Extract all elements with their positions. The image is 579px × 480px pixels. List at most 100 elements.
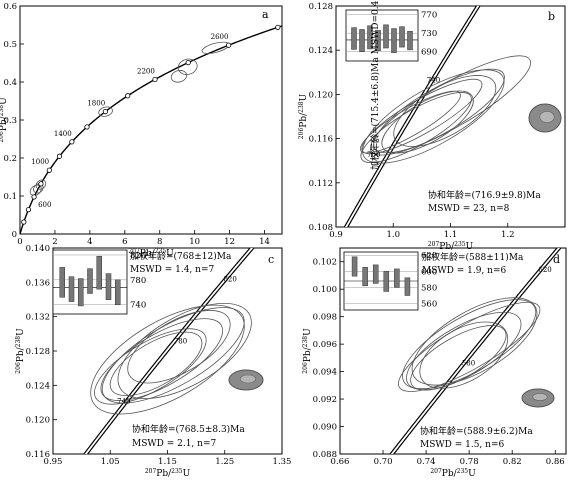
x-tick-label: 0.86	[546, 457, 565, 467]
error-ellipse	[100, 318, 224, 401]
inset-bar	[87, 268, 93, 294]
concordia-age-annotation: MSWD = 1.5, n=6	[420, 440, 504, 450]
y-axis-label-part: Pb/	[16, 346, 26, 362]
panel-a: 0 2 4 6 8 10 12 1400.10.20.30.40.50.6207Pb/235U…	[0, 2, 283, 260]
concordia-age-annotation: 协和年龄=(588.9±6.2)Ma	[420, 425, 533, 437]
x-axis-label-part: Pb/	[156, 469, 172, 479]
age-marker	[31, 194, 37, 200]
inset-bar	[96, 255, 102, 290]
concordia-age-label: 780	[174, 338, 187, 346]
concordia-age-annotation: MSWD = 2.1, n=7	[132, 439, 216, 449]
weighted-age-annotation: MSWD = 1.9, n=6	[422, 266, 506, 276]
y-axis-label-part: Pb/	[299, 112, 309, 128]
error-ellipse	[397, 301, 541, 392]
y-axis-label-part: 206	[15, 362, 22, 374]
panel-letter: b	[548, 10, 555, 23]
error-ellipse	[35, 179, 47, 190]
concordia-age-label: 1400	[54, 130, 72, 138]
concordia-band-outer	[389, 248, 562, 454]
error-ellipse	[381, 90, 474, 154]
y-axis-label-part: 206	[302, 362, 309, 374]
x-axis-label-part: 207	[428, 241, 440, 248]
concordia-age-label: 700	[367, 151, 380, 159]
concordia-age-label: 600	[38, 201, 51, 209]
concordia-age-label: 580	[462, 360, 475, 368]
y-axis-label-part: 238	[0, 105, 5, 117]
error-ellipse	[406, 311, 522, 391]
y-tick-label: 0.1	[3, 192, 17, 202]
y-tick-label: 0.140	[26, 244, 50, 254]
concordia-band-inner	[390, 248, 561, 454]
y-tick-label: 0	[12, 230, 17, 240]
y-tick-label: 0.6	[3, 2, 17, 12]
y-tick-label: 0.098	[313, 313, 337, 323]
concordia-curve	[20, 25, 282, 234]
x-axis-label-part: U	[183, 469, 191, 479]
weighted-age-annotation: 加权年龄=(715.4±6.8)Ma MSWD=0.49, n=8	[369, 0, 381, 170]
age-marker	[56, 153, 63, 159]
panel-letter: d	[553, 253, 560, 266]
y-tick-label: 0.112	[309, 179, 333, 189]
x-tick-label: 0.66	[331, 457, 350, 467]
error-ellipse	[411, 297, 538, 386]
inset-bar	[359, 29, 365, 52]
y-axis-label-part: 206	[0, 131, 5, 143]
y-tick-label: 0.088	[313, 450, 337, 460]
concordia-age-label: 1000	[31, 158, 49, 166]
y-tick-label: 0.094	[313, 368, 337, 378]
error-ellipse	[29, 184, 42, 196]
y-tick-label: 0.132	[26, 313, 50, 323]
y-axis-label-part: 238	[302, 336, 309, 348]
zircon-core	[240, 374, 256, 384]
error-ellipse	[117, 302, 252, 400]
inset-bar	[59, 267, 65, 298]
y-tick-label: 0.124	[309, 46, 333, 56]
x-tick-label: 0.82	[503, 457, 522, 467]
x-axis-label: 207Pb/235U	[128, 248, 174, 260]
age-marker	[46, 167, 52, 173]
x-tick-label: 0	[17, 237, 22, 247]
y-tick-label: 0.120	[309, 90, 333, 100]
plot-area	[83, 248, 255, 454]
panel-b: 0.9 1.0 1.1 1.2 0.108 0.112 0.116 0.120 0.124 0.1…	[298, 0, 566, 252]
inset-tick-label: 730	[421, 29, 437, 39]
y-axis-label-part: U	[303, 328, 313, 336]
age-marker	[69, 139, 75, 145]
age-marker	[21, 219, 27, 225]
error-ellipse	[360, 90, 461, 154]
inset-bar	[362, 267, 368, 287]
x-tick-label: 2	[52, 237, 57, 247]
concordia-age-annotation: 协和年龄=(768.5±8.3)Ma	[132, 423, 245, 435]
plot-area	[343, 6, 531, 227]
x-axis-label-part: U	[468, 469, 476, 479]
y-tick-label: 0.116	[309, 135, 333, 145]
y-axis-label-part: Pb/	[303, 346, 313, 362]
inset-bar	[68, 276, 75, 302]
y-tick-label: 0.5	[3, 40, 17, 50]
concordia-band-inner	[345, 6, 480, 227]
y-tick-label: 0.116	[26, 450, 50, 460]
y-tick-label: 0.136	[26, 278, 50, 288]
inset-tick-label: 740	[130, 301, 146, 311]
inset-bar	[351, 256, 358, 277]
x-axis-label-part: Pb/	[442, 469, 458, 479]
concordia-age-label: 1800	[87, 100, 105, 108]
x-axis-label-part: U	[166, 249, 174, 259]
x-axis-label-part: Pb/	[439, 242, 455, 252]
panel-c: 0.95 1.05 1.15 1.25 1.35 0.116 0.120 0.124 0.128…	[15, 244, 292, 479]
y-axis-label-part: 238	[298, 101, 305, 113]
x-tick-label: 0.74	[417, 457, 436, 467]
inset-tick-label: 820	[130, 251, 146, 261]
x-tick-label: 1.25	[215, 457, 234, 467]
panel-letter: a	[262, 8, 269, 21]
error-ellipse	[94, 328, 207, 405]
y-axis-label-part: 238	[15, 336, 22, 348]
y-axis-label-part: U	[0, 97, 9, 105]
error-ellipse	[373, 68, 505, 154]
error-ellipse	[177, 58, 198, 75]
panel-d: 0.66 0.70 0.74 0.78 0.82 0.86 0.088 0.090 0.092 0…	[302, 247, 567, 479]
y-tick-label: 0.100	[313, 285, 337, 295]
plot-frame	[339, 247, 567, 455]
panel-letter: c	[268, 253, 274, 266]
